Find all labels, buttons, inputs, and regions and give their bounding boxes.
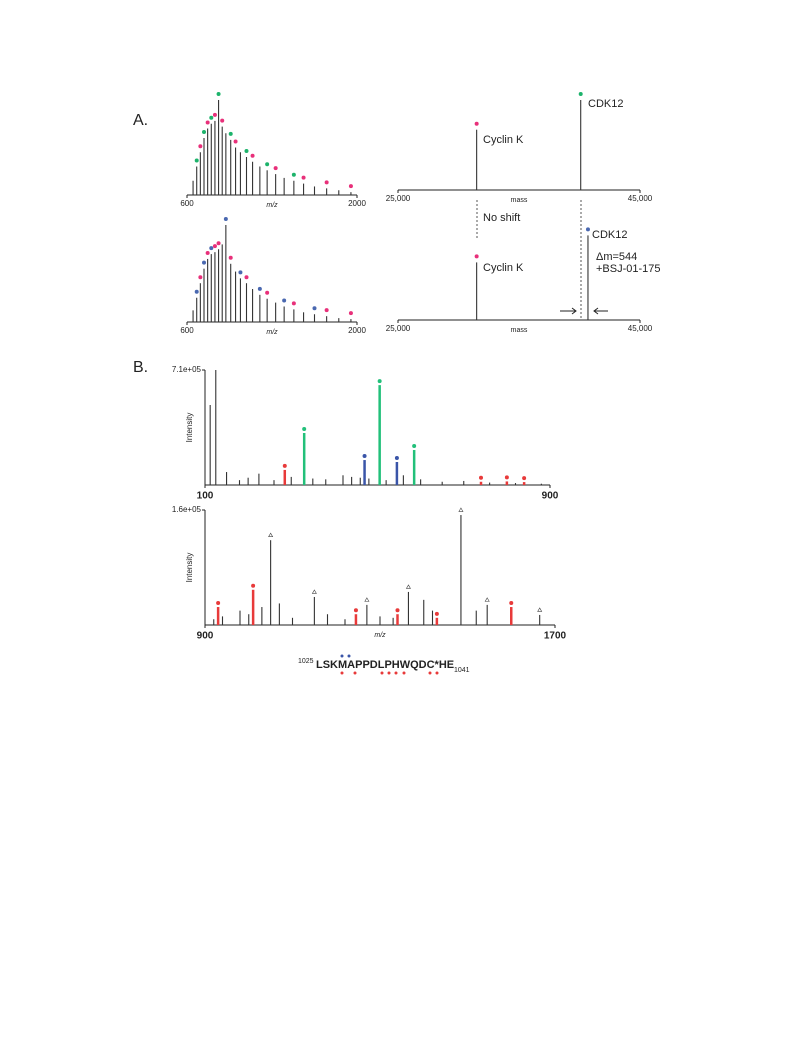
x-tick-label: 900 (542, 491, 559, 502)
peak-marker (194, 289, 199, 294)
peak-marker (194, 158, 199, 163)
peak-marker (353, 608, 358, 613)
x-tick-label: 45,000 (628, 194, 653, 203)
peak-marker (216, 241, 221, 246)
x-tick-label: 25,000 (386, 194, 411, 203)
x-tick-label: 1700 (544, 631, 567, 642)
peak-marker (212, 112, 217, 117)
y-tick-label: 1.6e+05 (172, 505, 202, 514)
sequence-dots (340, 654, 439, 675)
y-axis-label: Intensity (185, 553, 194, 583)
annotation: Cyclin K (483, 262, 524, 274)
peak-marker (282, 298, 287, 303)
peak-marker (484, 597, 490, 602)
annotation: +BSJ-01-175 (596, 263, 661, 275)
peak-marker (198, 144, 203, 149)
peak-marker (273, 166, 278, 171)
peak-marker (364, 597, 370, 602)
x-tick-label: 600 (180, 199, 194, 208)
peak-marker (395, 608, 400, 613)
peak-marker (412, 444, 417, 449)
x-axis-label: m/z (266, 329, 278, 336)
peak-marker (312, 306, 317, 311)
peak-marker (302, 427, 307, 432)
peak-marker (282, 463, 287, 468)
peak-marker (405, 584, 411, 589)
peak-marker (202, 130, 206, 134)
annotation: Cyclin K (483, 134, 524, 146)
peak-marker (479, 475, 483, 480)
peak-marker (205, 250, 210, 255)
x-axis-label: m/z (266, 202, 278, 209)
peak-marker (209, 246, 214, 251)
annotation: CDK12 (592, 229, 627, 241)
peak-marker (348, 311, 353, 316)
peak-marker (509, 601, 514, 606)
peak-marker (223, 217, 228, 221)
shift-arrows (560, 307, 608, 315)
peak-marker (228, 255, 233, 260)
y-axis-label: Intensity (185, 413, 194, 443)
peak-marker (265, 290, 270, 295)
peak-marker (233, 139, 238, 144)
peak-marker (324, 180, 329, 185)
peak-marker (474, 121, 479, 126)
peak-marker (434, 611, 439, 616)
x-axis-label: m/z (374, 632, 386, 639)
x-axis-label: mass (511, 327, 528, 334)
peak-marker (311, 589, 317, 594)
annotation: No shift (483, 212, 520, 224)
peak-marker (585, 227, 590, 232)
peak-marker (522, 476, 527, 481)
peak-marker (250, 153, 255, 158)
peak-marker (202, 260, 206, 265)
sequence: LSKMAPPDLPHWQDC*HE (316, 659, 454, 671)
x-tick-label: 100 (197, 491, 214, 502)
peak-marker (198, 275, 203, 280)
panel-label: A. (133, 112, 148, 129)
peak-marker (251, 583, 256, 588)
panel-label: B. (133, 359, 148, 376)
x-tick-label: 2000 (348, 199, 366, 208)
peak-marker (458, 507, 464, 512)
peak-marker (291, 301, 296, 306)
peak-marker (244, 275, 249, 280)
x-tick-label: 600 (180, 326, 194, 335)
x-tick-label: 45,000 (628, 324, 653, 333)
peak-marker (228, 131, 233, 136)
peak-marker (394, 456, 399, 460)
peak-marker (216, 92, 221, 96)
peak-marker (216, 601, 221, 606)
peak-marker (238, 270, 243, 275)
peak-marker (212, 244, 217, 249)
peak-marker (578, 92, 583, 96)
x-tick-label: 25,000 (386, 324, 411, 333)
peak-marker (348, 184, 353, 189)
annotation: Δm=544 (596, 251, 637, 263)
peak-marker (265, 162, 270, 167)
peak-marker (220, 118, 225, 123)
sequence-start: 1025 (298, 658, 314, 665)
sequence-end: 1041 (454, 667, 470, 674)
peak-marker (244, 149, 249, 153)
peak-marker (301, 175, 306, 180)
peak-marker (377, 379, 382, 384)
x-axis-label: mass (511, 197, 528, 204)
peak-marker (209, 115, 214, 120)
peak-marker (324, 308, 329, 313)
y-tick-label: 7.1e+05 (172, 365, 202, 374)
peak-marker (257, 286, 262, 291)
x-tick-label: 900 (197, 631, 214, 642)
x-tick-label: 2000 (348, 326, 366, 335)
peak-marker (537, 607, 543, 612)
peak-marker (268, 532, 274, 537)
annotation: CDK12 (588, 98, 623, 110)
peak-marker (504, 475, 509, 480)
peak-marker (291, 172, 296, 177)
peak-marker (205, 120, 210, 125)
peak-marker (362, 454, 367, 459)
peak-marker (474, 254, 479, 259)
